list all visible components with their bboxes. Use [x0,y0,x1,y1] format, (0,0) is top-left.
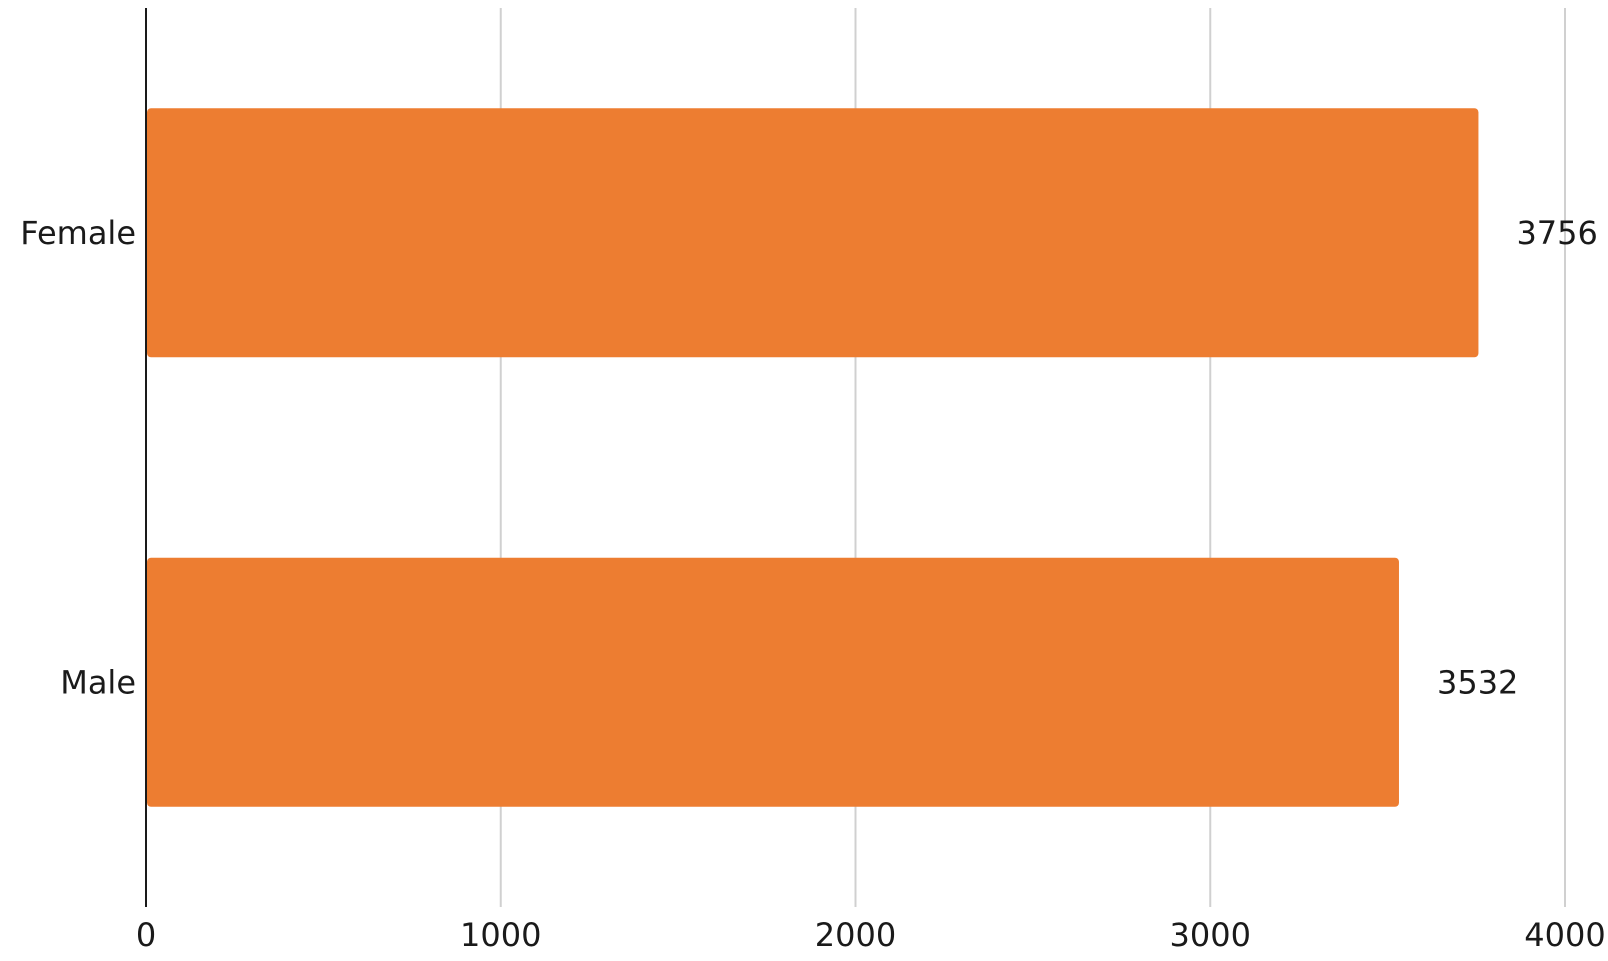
data-labels: 3756 3532 [1437,214,1598,702]
data-label-male: 3532 [1437,663,1518,701]
category-label-male: Male [60,663,136,701]
data-label-female: 3756 [1516,214,1597,252]
category-label-female: Female [20,214,136,252]
x-tick-label: 0 [136,916,156,954]
x-tick-label: 1000 [460,916,541,954]
category-labels: Female Male [20,214,136,702]
bars [147,108,1479,807]
x-tick-label: 3000 [1170,916,1251,954]
bar-male [147,557,1399,807]
bar-female [147,108,1479,358]
x-axis-ticks: 0 1000 2000 3000 4000 [136,916,1606,954]
x-tick-label: 2000 [815,916,896,954]
x-tick-label: 4000 [1524,916,1605,954]
